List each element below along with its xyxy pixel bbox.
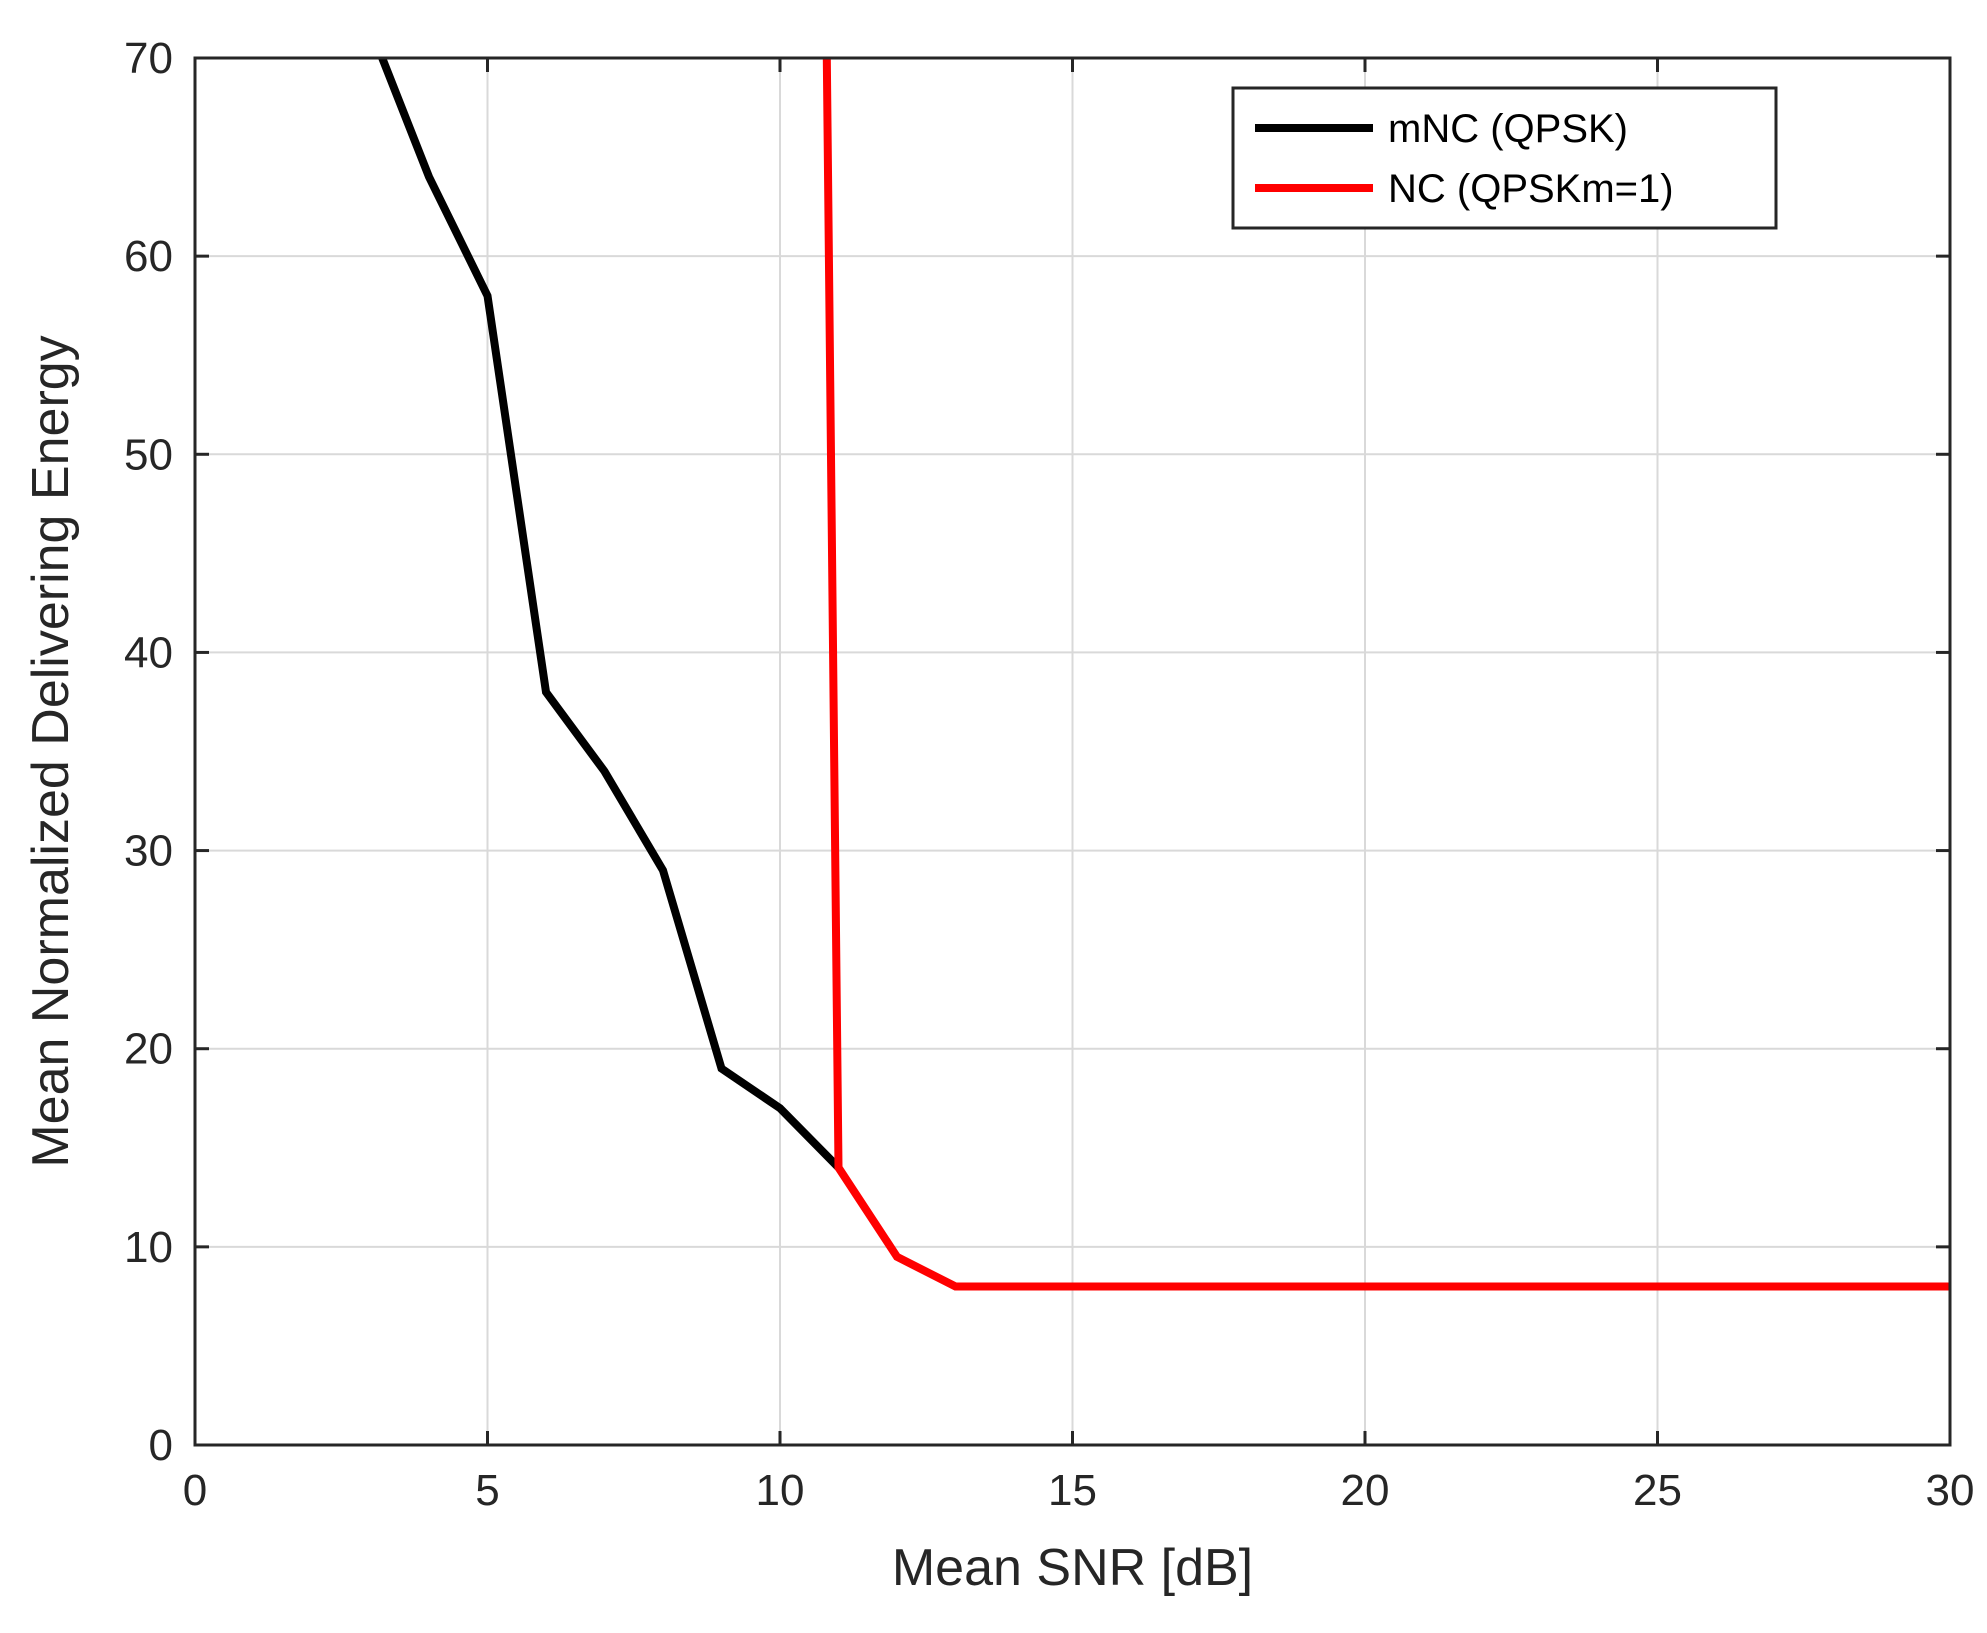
y-tick-label: 70 — [124, 34, 173, 83]
x-tick-label: 5 — [475, 1466, 499, 1515]
y-tick-label: 40 — [124, 628, 173, 677]
y-tick-label: 60 — [124, 232, 173, 281]
y-tick-label: 50 — [124, 430, 173, 479]
x-tick-label: 15 — [1048, 1466, 1097, 1515]
grid — [195, 58, 1950, 1445]
legend: mNC (QPSK) NC (QPSKm=1) — [1231, 86, 1778, 230]
y-axis-label: Mean Normalized Delivering Energy — [22, 335, 80, 1167]
x-tick-label: 10 — [756, 1466, 805, 1515]
axis-ticks — [193, 56, 1952, 1447]
x-axis-label: Mean SNR [dB] — [892, 1539, 1253, 1597]
legend-label-mnc: mNC (QPSK) — [1388, 107, 1628, 151]
legend-label-nc: NC (QPSKm=1) — [1388, 167, 1674, 211]
y-tick-label: 20 — [124, 1025, 173, 1074]
series-lines — [378, 58, 1950, 1291]
y-tick-label: 0 — [149, 1421, 173, 1470]
x-tick-label: 20 — [1341, 1466, 1390, 1515]
legend-box — [1231, 86, 1778, 230]
series-line-nc — [822, 58, 1950, 1291]
y-tick-label: 30 — [124, 827, 173, 876]
x-tick-label: 25 — [1633, 1466, 1682, 1515]
series-line-mnc — [378, 58, 842, 1171]
x-tick-label: 0 — [183, 1466, 207, 1515]
x-tick-label: 30 — [1926, 1466, 1975, 1515]
y-tick-label: 10 — [124, 1223, 173, 1272]
tick-labels: 0 5 10 15 20 25 30 0 10 20 30 40 50 60 70 — [124, 34, 1974, 1515]
